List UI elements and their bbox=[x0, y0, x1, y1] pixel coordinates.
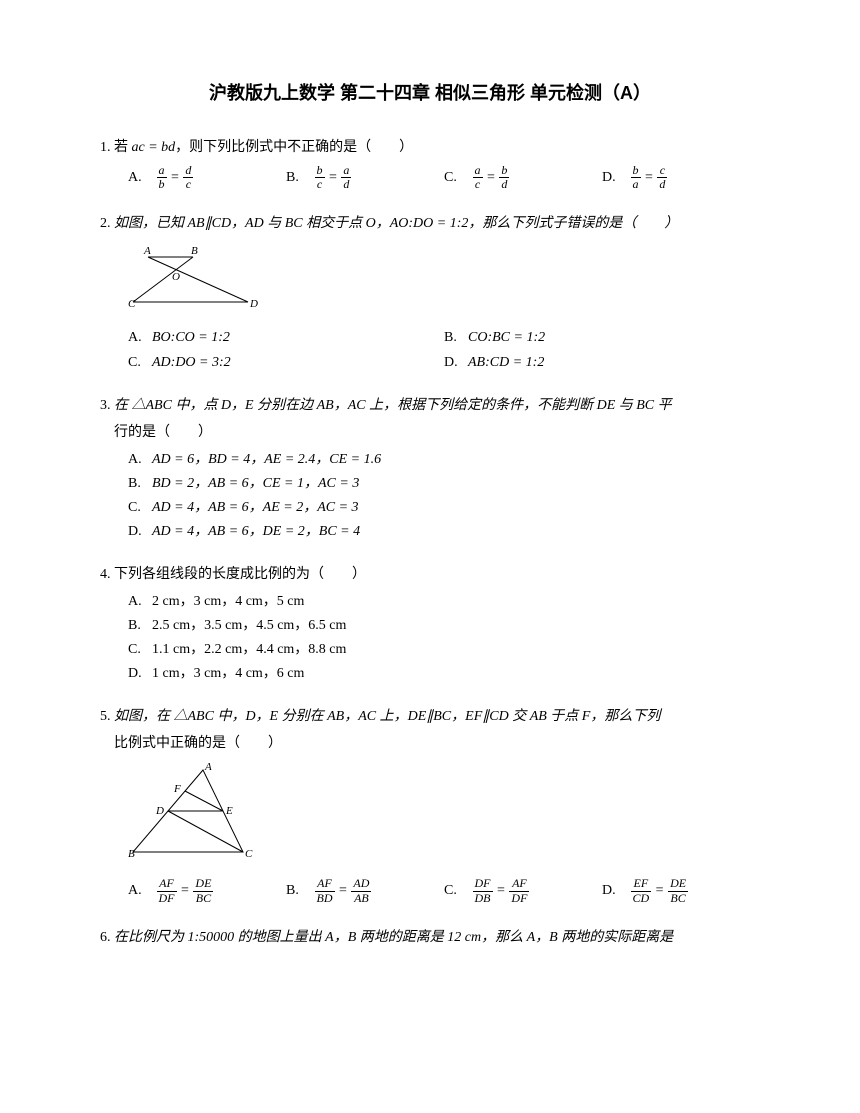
q1-post: ，则下列比例式中不正确的是（ ） bbox=[175, 140, 413, 155]
q5-text1: 5. 如图，在 △ABC 中，D，E 分别在 AB，AC 上，DE∥BC，EF∥… bbox=[100, 706, 760, 727]
q1-opt-d: D. ba = cd bbox=[602, 164, 760, 191]
q2-opts-row2: C.AD:DO = 3:2 D.AB:CD = 1:2 bbox=[100, 352, 760, 373]
q1-eq: ac = bd bbox=[132, 140, 176, 155]
svg-text:B: B bbox=[128, 848, 135, 860]
q5-opt-b: B. AFBD = ADAB bbox=[286, 877, 444, 904]
svg-text:A: A bbox=[204, 762, 212, 773]
svg-text:E: E bbox=[225, 805, 233, 817]
q4-opt-d: D.1 cm，3 cm，4 cm，6 cm bbox=[128, 663, 760, 684]
q1-opt-c: C. ac = bd bbox=[444, 164, 602, 191]
svg-text:D: D bbox=[249, 298, 258, 310]
question-3: 3. 在 △ABC 中，点 D，E 分别在边 AB，AC 上，根据下列给定的条件… bbox=[100, 395, 760, 542]
q3-text1: 3. 在 △ABC 中，点 D，E 分别在边 AB，AC 上，根据下列给定的条件… bbox=[100, 395, 760, 416]
q4-text: 4. 下列各组线段的长度成比例的为（ ） bbox=[100, 564, 760, 585]
q5-opt-c: C. DFDB = AFDF bbox=[444, 877, 602, 904]
q1-options: A. ab = dc B. bc = ad C. ac = bd D. ba =… bbox=[100, 164, 760, 191]
svg-text:A: A bbox=[143, 245, 151, 257]
q2-diagram: A B C D O bbox=[128, 242, 760, 319]
q2-opts-row1: A.BO:CO = 1:2 B.CO:BC = 1:2 bbox=[100, 327, 760, 348]
svg-text:F: F bbox=[173, 783, 181, 795]
page-title: 沪教版九上数学 第二十四章 相似三角形 单元检测（A） bbox=[100, 80, 760, 107]
q3-opt-b: B.BD = 2，AB = 6，CE = 1，AC = 3 bbox=[128, 473, 760, 494]
svg-text:D: D bbox=[155, 805, 164, 817]
q2-opt-d: D.AB:CD = 1:2 bbox=[444, 352, 760, 373]
q1-opt-b: B. bc = ad bbox=[286, 164, 444, 191]
svg-text:C: C bbox=[128, 298, 136, 310]
q3-opt-a: A.AD = 6，BD = 4，AE = 2.4，CE = 1.6 bbox=[128, 449, 760, 470]
question-6: 6. 在比例尺为 1:50000 的地图上量出 A，B 两地的距离是 12 cm… bbox=[100, 927, 760, 948]
q5-options: A. AFDF = DEBC B. AFBD = ADAB C. DFDB = … bbox=[100, 877, 760, 904]
q4-opt-a: A.2 cm，3 cm，4 cm，5 cm bbox=[128, 591, 760, 612]
q2-opt-c: C.AD:DO = 3:2 bbox=[128, 352, 444, 373]
q2-text: 2. 如图，已知 AB∥CD，AD 与 BC 相交于点 O，AO:DO = 1:… bbox=[100, 213, 760, 234]
q3-text2: 行的是（ ） bbox=[100, 422, 760, 443]
q4-options: A.2 cm，3 cm，4 cm，5 cm B.2.5 cm，3.5 cm，4.… bbox=[100, 591, 760, 684]
q5-opt-a: A. AFDF = DEBC bbox=[128, 877, 286, 904]
svg-text:B: B bbox=[191, 245, 198, 257]
q5-opt-d: D. EFCD = DEBC bbox=[602, 877, 760, 904]
q3-opt-c: C.AD = 4，AB = 6，AE = 2，AC = 3 bbox=[128, 497, 760, 518]
q3-options: A.AD = 6，BD = 4，AE = 2.4，CE = 1.6 B.BD =… bbox=[100, 449, 760, 542]
q5-text2: 比例式中正确的是（ ） bbox=[100, 733, 760, 754]
q3-opt-d: D.AD = 4，AB = 6，DE = 2，BC = 4 bbox=[128, 521, 760, 542]
q6-text: 6. 在比例尺为 1:50000 的地图上量出 A，B 两地的距离是 12 cm… bbox=[100, 927, 760, 948]
q2-opt-b: B.CO:BC = 1:2 bbox=[444, 327, 760, 348]
q4-opt-c: C.1.1 cm，2.2 cm，4.4 cm，8.8 cm bbox=[128, 639, 760, 660]
question-5: 5. 如图，在 △ABC 中，D，E 分别在 AB，AC 上，DE∥BC，EF∥… bbox=[100, 706, 760, 904]
question-4: 4. 下列各组线段的长度成比例的为（ ） A.2 cm，3 cm，4 cm，5 … bbox=[100, 564, 760, 684]
q5-diagram: A B C D E F bbox=[128, 762, 760, 869]
q1-num: 1. bbox=[100, 140, 111, 155]
question-2: 2. 如图，已知 AB∥CD，AD 与 BC 相交于点 O，AO:DO = 1:… bbox=[100, 213, 760, 373]
question-1: 1. 若 ac = bd，则下列比例式中不正确的是（ ） A. ab = dc … bbox=[100, 137, 760, 191]
q1-text: 1. 若 ac = bd，则下列比例式中不正确的是（ ） bbox=[100, 137, 760, 158]
q1-pre: 若 bbox=[114, 140, 132, 155]
q2-opt-a: A.BO:CO = 1:2 bbox=[128, 327, 444, 348]
q4-opt-b: B.2.5 cm，3.5 cm，4.5 cm，6.5 cm bbox=[128, 615, 760, 636]
q1-opt-a: A. ab = dc bbox=[128, 164, 286, 191]
svg-text:O: O bbox=[172, 271, 180, 283]
svg-text:C: C bbox=[245, 848, 253, 860]
